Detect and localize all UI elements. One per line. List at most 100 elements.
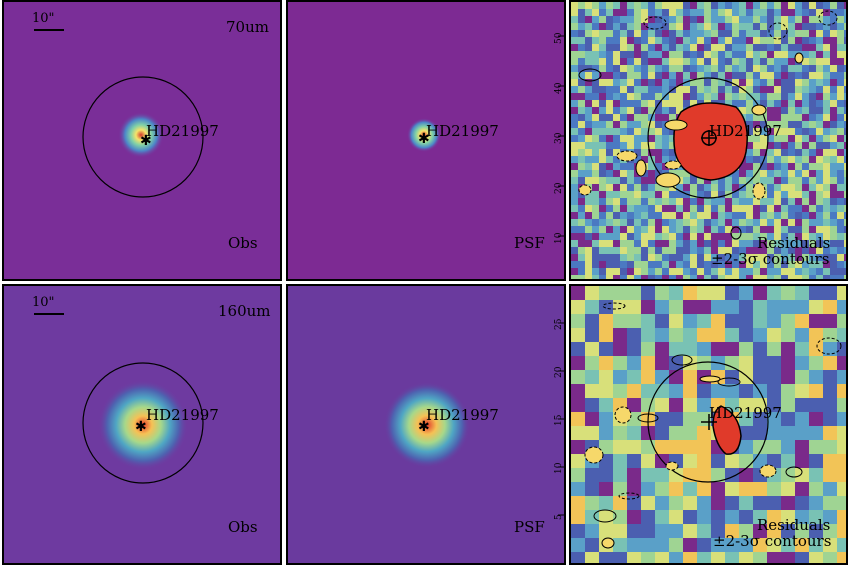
- residual-pixel: [627, 254, 634, 261]
- residual-pixel: [634, 121, 641, 128]
- axis-tick-label: 10: [554, 462, 564, 474]
- residual-pixel: [662, 254, 669, 261]
- residual-pixel: [788, 65, 795, 72]
- residual-pixel: [676, 51, 683, 58]
- residual-pixel: [753, 30, 760, 37]
- residual-pixel: [641, 128, 648, 135]
- residual-pixel: [774, 184, 781, 191]
- residual-pixel: [592, 72, 599, 79]
- residual-pixel: [823, 342, 837, 356]
- residual-pixel: [620, 100, 627, 107]
- residual-pixel: [823, 261, 830, 268]
- residual-pixel: [844, 226, 846, 233]
- residual-pixel: [767, 9, 774, 16]
- residual-pixel: [697, 233, 704, 240]
- residual-pixel: [795, 107, 802, 114]
- residual-pixel: [739, 205, 746, 212]
- residual-pixel: [648, 142, 655, 149]
- residual-pixel: [732, 44, 739, 51]
- residual-pixel: [606, 212, 613, 219]
- residual-pixel: [683, 198, 690, 205]
- residual-pixel: [676, 37, 683, 44]
- residual-pixel: [662, 23, 669, 30]
- contour-loop: [616, 150, 638, 162]
- residual-pixel: [620, 135, 627, 142]
- residual-pixel: [802, 135, 809, 142]
- residual-pixel: [620, 93, 627, 100]
- residual-pixel: [571, 261, 578, 268]
- residual-pixel: [739, 240, 746, 247]
- residual-pixel: [676, 226, 683, 233]
- residual-pixel: [627, 37, 634, 44]
- residual-pixel: [739, 468, 753, 482]
- residual-pixel: [599, 426, 613, 440]
- residual-pixel: [697, 356, 711, 370]
- residual-pixel: [760, 37, 767, 44]
- residual-pixel: [718, 268, 725, 275]
- residual-pixel: [781, 254, 788, 261]
- residual-pixel: [816, 16, 823, 23]
- residual-pixel: [788, 93, 795, 100]
- residual-pixel: [641, 107, 648, 114]
- residual-pixel: [592, 58, 599, 65]
- residual-pixel: [837, 496, 846, 510]
- residual-pixel: [655, 226, 662, 233]
- residual-pixel: [816, 191, 823, 198]
- residual-pixel: [802, 100, 809, 107]
- residual-pixel: [571, 135, 578, 142]
- residual-pixel: [795, 300, 809, 314]
- residual-pixel: [774, 100, 781, 107]
- residual-pixel: [648, 247, 655, 254]
- residual-pixel: [809, 170, 816, 177]
- residual-pixel: [739, 37, 746, 44]
- residual-pixel: [683, 240, 690, 247]
- residual-pixel: [697, 261, 704, 268]
- residual-pixel: [704, 212, 711, 219]
- residual-pixel: [641, 191, 648, 198]
- residual-pixel: [613, 79, 620, 86]
- residual-pixel: [627, 65, 634, 72]
- residual-pixel: [774, 72, 781, 79]
- residual-pixel: [739, 226, 746, 233]
- psf-label: PSF: [514, 518, 545, 536]
- residual-pixel: [718, 254, 725, 261]
- residual-pixel: [606, 86, 613, 93]
- residual-pixel: [662, 100, 669, 107]
- residual-pixel: [767, 163, 774, 170]
- residual-pixel: [641, 142, 648, 149]
- residual-pixel: [844, 261, 846, 268]
- residual-pixel: [683, 16, 690, 23]
- residual-pixel: [683, 212, 690, 219]
- target-label: HD21997: [426, 122, 499, 140]
- residual-pixel: [795, 9, 802, 16]
- residual-pixel: [837, 191, 844, 198]
- residual-pixel: [746, 198, 753, 205]
- residual-pixel: [683, 51, 690, 58]
- residual-pixel: [683, 58, 690, 65]
- contour-loop: [655, 172, 681, 188]
- residual-pixel: [669, 226, 676, 233]
- residual-pixel: [774, 198, 781, 205]
- residual-pixel: [613, 496, 627, 510]
- residual-pixel: [634, 219, 641, 226]
- residual-pixel: [690, 191, 697, 198]
- residual-pixel: [606, 268, 613, 275]
- residual-pixel: [683, 510, 697, 524]
- residual-pixel: [725, 538, 739, 552]
- residual-pixel: [599, 121, 606, 128]
- residual-pixel: [809, 149, 816, 156]
- residual-pixel: [830, 135, 837, 142]
- residual-pixel: [781, 370, 795, 384]
- residual-pixel: [690, 240, 697, 247]
- residual-pixel: [592, 226, 599, 233]
- residual-pixel: [697, 23, 704, 30]
- residual-pixel: [641, 86, 648, 93]
- residual-pixel: [648, 23, 655, 30]
- residual-pixel: [655, 524, 669, 538]
- residual-pixel: [592, 93, 599, 100]
- residual-pixel: [725, 37, 732, 44]
- residual-pixel: [641, 314, 655, 328]
- residual-pixel: [781, 496, 795, 510]
- residual-pixel: [669, 426, 683, 440]
- residual-pixel: [578, 177, 585, 184]
